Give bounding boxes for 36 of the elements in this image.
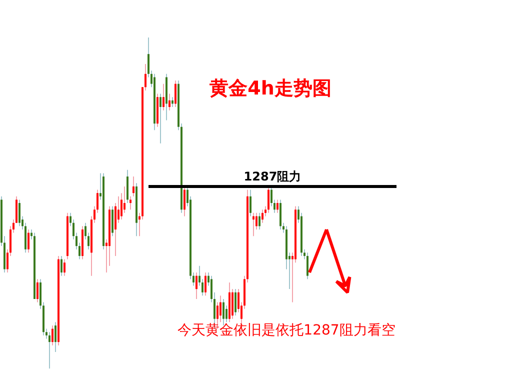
candlestick bbox=[252, 212, 254, 237]
candlestick bbox=[124, 186, 126, 214]
candlestick bbox=[262, 209, 264, 224]
candlestick bbox=[18, 199, 20, 227]
candlestick bbox=[130, 196, 132, 210]
candlestick bbox=[172, 96, 174, 108]
candlestick bbox=[36, 278, 38, 303]
candlestick bbox=[232, 288, 234, 320]
text: 黄金4h走势图 bbox=[208, 78, 332, 100]
candlestick bbox=[52, 324, 54, 346]
candlestick bbox=[306, 252, 308, 280]
candlestick bbox=[258, 212, 260, 230]
candlestick bbox=[126, 169, 128, 204]
candlestick bbox=[276, 199, 278, 214]
candlestick bbox=[162, 83, 164, 111]
candlestick bbox=[168, 93, 170, 111]
candlestick bbox=[28, 228, 30, 254]
candlestick bbox=[226, 305, 228, 323]
candlestick bbox=[222, 298, 224, 326]
candlestick bbox=[268, 186, 270, 214]
candlestick bbox=[234, 288, 236, 316]
candlestick bbox=[60, 255, 62, 276]
candlestick bbox=[64, 258, 66, 276]
candlestick bbox=[112, 206, 114, 237]
candlestick bbox=[196, 272, 198, 300]
candlestick bbox=[48, 332, 50, 369]
candlestick bbox=[280, 199, 282, 230]
candlestick bbox=[250, 189, 252, 217]
candlestick bbox=[184, 186, 186, 217]
candlestick bbox=[54, 322, 56, 352]
annotation: 今天黄金依旧是依托1287阻力看空 bbox=[178, 322, 396, 338]
candlestick bbox=[174, 80, 176, 108]
candlestick bbox=[160, 93, 162, 144]
candlestick bbox=[204, 272, 206, 296]
candlestick bbox=[132, 176, 134, 197]
ref-line-label: 1287阻力 bbox=[244, 169, 302, 184]
